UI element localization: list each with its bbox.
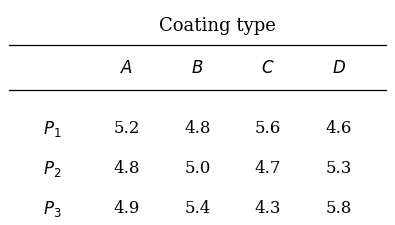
Text: $D$: $D$	[332, 60, 346, 76]
Text: $A$: $A$	[120, 60, 134, 76]
Text: $P_2$: $P_2$	[43, 158, 62, 178]
Text: 5.4: 5.4	[184, 200, 211, 216]
Text: 5.6: 5.6	[255, 120, 281, 137]
Text: $P_3$: $P_3$	[43, 198, 62, 218]
Text: 5.2: 5.2	[114, 120, 140, 137]
Text: 5.8: 5.8	[325, 200, 352, 216]
Text: $P_1$: $P_1$	[43, 118, 62, 138]
Text: 4.8: 4.8	[184, 120, 211, 137]
Text: $B$: $B$	[191, 60, 204, 76]
Text: 4.8: 4.8	[114, 160, 140, 177]
Text: 4.9: 4.9	[114, 200, 140, 216]
Text: 4.6: 4.6	[325, 120, 352, 137]
Text: 4.7: 4.7	[255, 160, 281, 177]
Text: $C$: $C$	[261, 60, 275, 76]
Text: 5.0: 5.0	[184, 160, 211, 177]
Text: Coating type: Coating type	[159, 17, 276, 35]
Text: 5.3: 5.3	[325, 160, 352, 177]
Text: 4.3: 4.3	[255, 200, 281, 216]
